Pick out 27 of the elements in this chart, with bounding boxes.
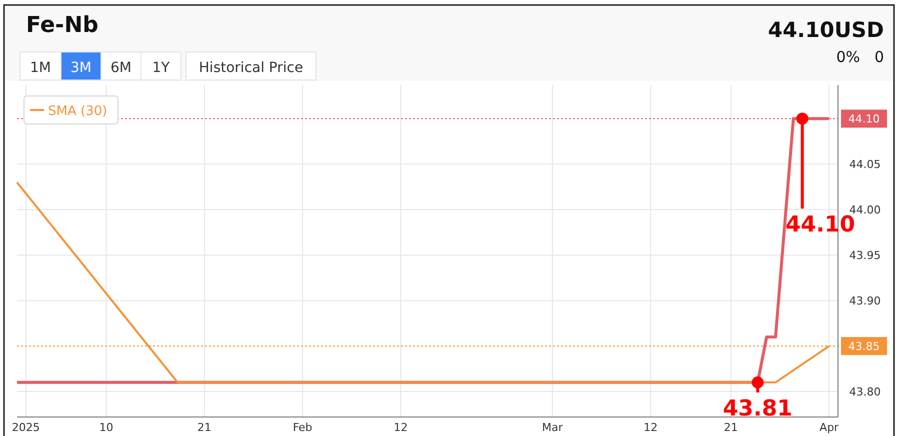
x-tick-label: 10 [99,421,114,434]
text: 0% [836,48,860,66]
y-tick-label: 43.80 [849,386,881,399]
text: Historical Price [198,60,304,76]
ref-line-label: 43.85 [848,340,880,354]
y-tick-label: 43.95 [849,249,881,262]
y-tick-label: 43.90 [849,294,881,308]
text: 1Y [152,60,170,76]
annotation: 43.81 [722,396,792,422]
x-tick-label: 21 [724,421,738,434]
x-tick-label: 12 [644,421,658,434]
x-tick-label: Mar [542,421,564,434]
annotation: 44.10 [786,212,856,238]
x-tick-label: 21 [197,421,212,434]
x-tick-label: Apr [820,421,840,434]
y-tick-label: 44.05 [849,158,881,172]
legend-label: SMA (30) [48,104,108,119]
text: 44.10USD [768,18,884,42]
x-tick-label: 2025 [12,421,40,434]
x-tick-label: 12 [394,421,408,434]
text: 0 [874,48,884,66]
text: 1M [30,60,51,76]
text: 3M [70,60,92,76]
ref-line-label: 44.10 [848,112,880,126]
x-tick-label: Feb [292,421,312,434]
chart-title: Fe-Nb [26,13,98,38]
text: 6M [110,60,132,76]
